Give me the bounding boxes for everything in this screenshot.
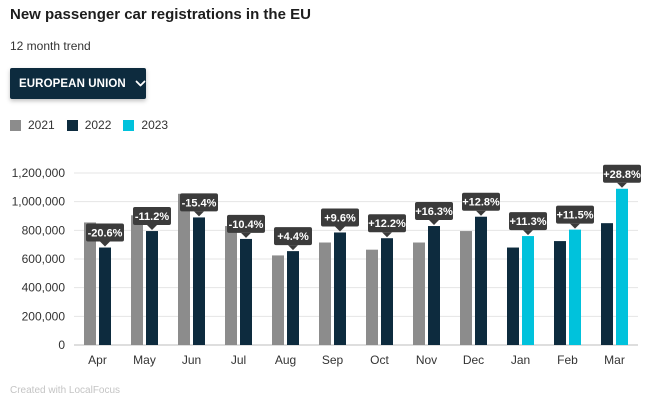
- annotation-pointer: [523, 230, 533, 236]
- bar-2021-sep: [319, 242, 331, 345]
- legend-item-2022[interactable]: 2022: [66, 118, 112, 132]
- bar-2022-nov: [428, 226, 440, 345]
- bar-2021-dec: [460, 231, 472, 345]
- chart-subtitle: 12 month trend: [10, 39, 91, 53]
- legend-swatch-2023: [123, 119, 135, 131]
- y-tick-label: 600,000: [22, 252, 66, 266]
- region-dropdown-label: EUROPEAN UNION: [19, 77, 126, 90]
- annotation-pointer: [617, 182, 627, 188]
- bar-2022-aug: [287, 251, 299, 345]
- credit-text: Created with LocalFocus: [10, 385, 121, 396]
- annotation-pointer: [570, 223, 580, 229]
- bar-2022-apr: [99, 247, 111, 345]
- x-tick-label: Apr: [88, 353, 107, 367]
- chart-legend: 2021 2022 2023: [10, 118, 180, 132]
- annotation-box: [274, 227, 312, 246]
- annotation-label: +12.2%: [368, 218, 406, 230]
- annotation-box: [462, 192, 500, 211]
- y-tick-label: 1,200,000: [12, 166, 66, 180]
- annotation-box: [603, 164, 641, 183]
- x-tick-label: Jan: [511, 353, 530, 367]
- annotation-pointer: [241, 232, 251, 238]
- x-tick-label: Nov: [416, 353, 437, 367]
- y-tick-label: 1,000,000: [12, 195, 66, 209]
- bar-2021-may: [131, 215, 143, 345]
- annotation-pointer: [382, 232, 392, 238]
- chart-title: New passenger car registrations in the E…: [10, 6, 311, 23]
- annotation-label: -20.6%: [88, 228, 123, 240]
- x-tick-label: Mar: [604, 353, 625, 367]
- annotation-box: [509, 212, 547, 231]
- y-tick-label: 0: [58, 338, 65, 352]
- legend-label-2023: 2023: [141, 118, 169, 132]
- annotation-box: [86, 223, 124, 242]
- legend-item-2023[interactable]: 2023: [123, 118, 168, 132]
- annotation-box: [556, 205, 594, 224]
- legend-item-2021[interactable]: 2021: [10, 118, 55, 132]
- bar-2022-feb: [554, 241, 566, 345]
- legend-swatch-2021: [10, 119, 21, 131]
- bar-2022-jan: [507, 247, 519, 345]
- x-tick-label: Oct: [370, 353, 389, 367]
- annotation-box: [133, 207, 171, 226]
- bar-2021-apr: [84, 222, 96, 345]
- annotation-pointer: [476, 210, 486, 216]
- annotation-pointer: [429, 220, 439, 226]
- bar-2021-nov: [413, 242, 425, 345]
- bar-2023-mar: [616, 188, 628, 345]
- legend-label-2021: 2021: [28, 118, 55, 132]
- region-dropdown[interactable]: EUROPEAN UNION: [10, 68, 146, 99]
- x-tick-label: Aug: [275, 353, 296, 367]
- bar-2022-jun: [193, 217, 205, 345]
- annotation-pointer: [288, 245, 298, 251]
- annotation-box: [368, 214, 406, 233]
- bar-2023-jan: [522, 236, 534, 345]
- annotation-label: -11.2%: [135, 211, 169, 223]
- bar-2022-jul: [240, 238, 252, 345]
- bar-2021-aug: [272, 255, 284, 345]
- annotation-pointer: [147, 225, 157, 231]
- annotation-box: [227, 214, 265, 233]
- bar-2021-jul: [225, 226, 237, 345]
- annotation-label: +11.3%: [509, 216, 546, 228]
- annotation-box: [415, 202, 453, 221]
- bar-2022-mar: [601, 223, 613, 345]
- bar-2022-oct: [381, 238, 393, 345]
- bar-2023-feb: [569, 229, 581, 345]
- x-tick-label: Sep: [322, 353, 344, 367]
- annotation-label: +9.6%: [324, 212, 356, 224]
- x-tick-label: May: [133, 353, 156, 367]
- y-tick-label: 400,000: [22, 281, 66, 295]
- annotation-label: +4.4%: [277, 231, 309, 243]
- annotation-label: +11.5%: [556, 210, 593, 222]
- x-tick-label: Jul: [231, 353, 246, 367]
- bar-2021-jun: [178, 193, 190, 345]
- legend-swatch-2022: [66, 119, 78, 131]
- x-tick-label: Dec: [463, 353, 484, 367]
- annotation-pointer: [335, 226, 345, 232]
- bar-2022-may: [146, 231, 158, 345]
- annotation-label: +16.3%: [415, 206, 453, 218]
- bar-2022-dec: [475, 216, 487, 345]
- legend-label-2022: 2022: [84, 118, 112, 132]
- annotation-label: +28.8%: [603, 169, 641, 181]
- annotation-label: -10.4%: [229, 219, 264, 231]
- x-tick-label: Feb: [557, 353, 578, 367]
- bar-chart: 0 200,000 400,000 600,000 800,000 1,000,000 1,…: [12, 164, 641, 367]
- annotation-box: [180, 193, 218, 212]
- chevron-down-icon: [135, 80, 146, 88]
- annotation-box: [321, 208, 359, 227]
- bar-2021-oct: [366, 249, 378, 345]
- x-tick-label: Jun: [182, 353, 201, 367]
- y-tick-label: 200,000: [22, 309, 66, 323]
- y-tick-label: 800,000: [22, 223, 66, 237]
- annotation-pointer: [100, 241, 110, 247]
- annotation-pointer: [194, 211, 204, 217]
- bar-2022-sep: [334, 232, 346, 345]
- annotation-label: +12.8%: [462, 197, 500, 209]
- annotation-label: -15.4%: [182, 197, 217, 209]
